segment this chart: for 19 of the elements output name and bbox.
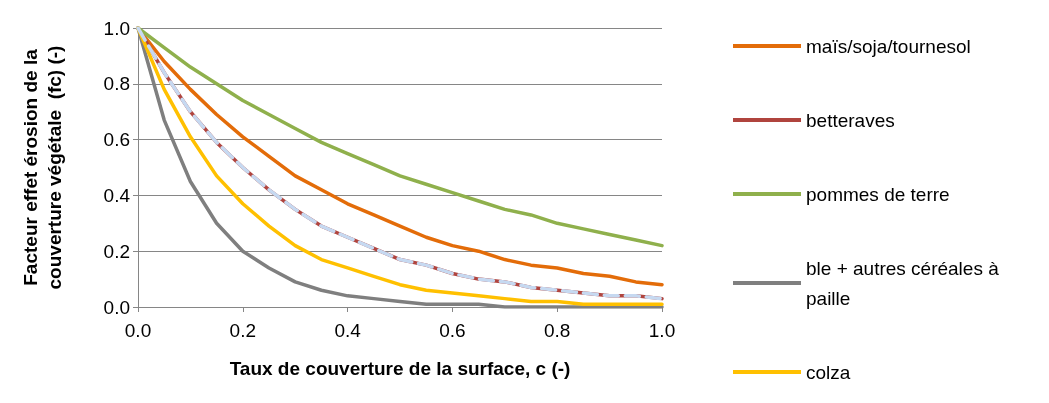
x-axis-title: Taux de couverture de la surface, c (-)	[229, 358, 571, 379]
legend-label: colza	[806, 361, 851, 383]
legend-label: ble + autres céréales à paille	[806, 257, 1005, 309]
legend-label: betteraves	[806, 109, 895, 131]
x-tick-label: 0.0	[124, 320, 152, 341]
y-tick-label: 0.0	[103, 296, 130, 318]
x-tick-label: 0.4	[334, 320, 362, 341]
y-axis-title: Facteur effet érosion de la couverture végétale (fc) (-)	[19, 45, 65, 290]
y-tick-label: 0.4	[103, 184, 131, 206]
x-tick-label: 0.8	[543, 320, 571, 341]
y-tick-label: 0.8	[103, 73, 130, 95]
y-tick-label: 0.6	[103, 129, 130, 151]
y-tick-label: 0.2	[103, 240, 130, 262]
x-tick-label: 1.0	[648, 320, 676, 341]
legend-label: pommes de terre	[806, 183, 950, 205]
y-tick-label: 1.0	[103, 17, 130, 39]
x-tick-label: 0.6	[439, 320, 466, 341]
legend-label: maïs/soja/tournesol	[806, 35, 971, 57]
x-tick-label: 0.2	[229, 320, 257, 341]
